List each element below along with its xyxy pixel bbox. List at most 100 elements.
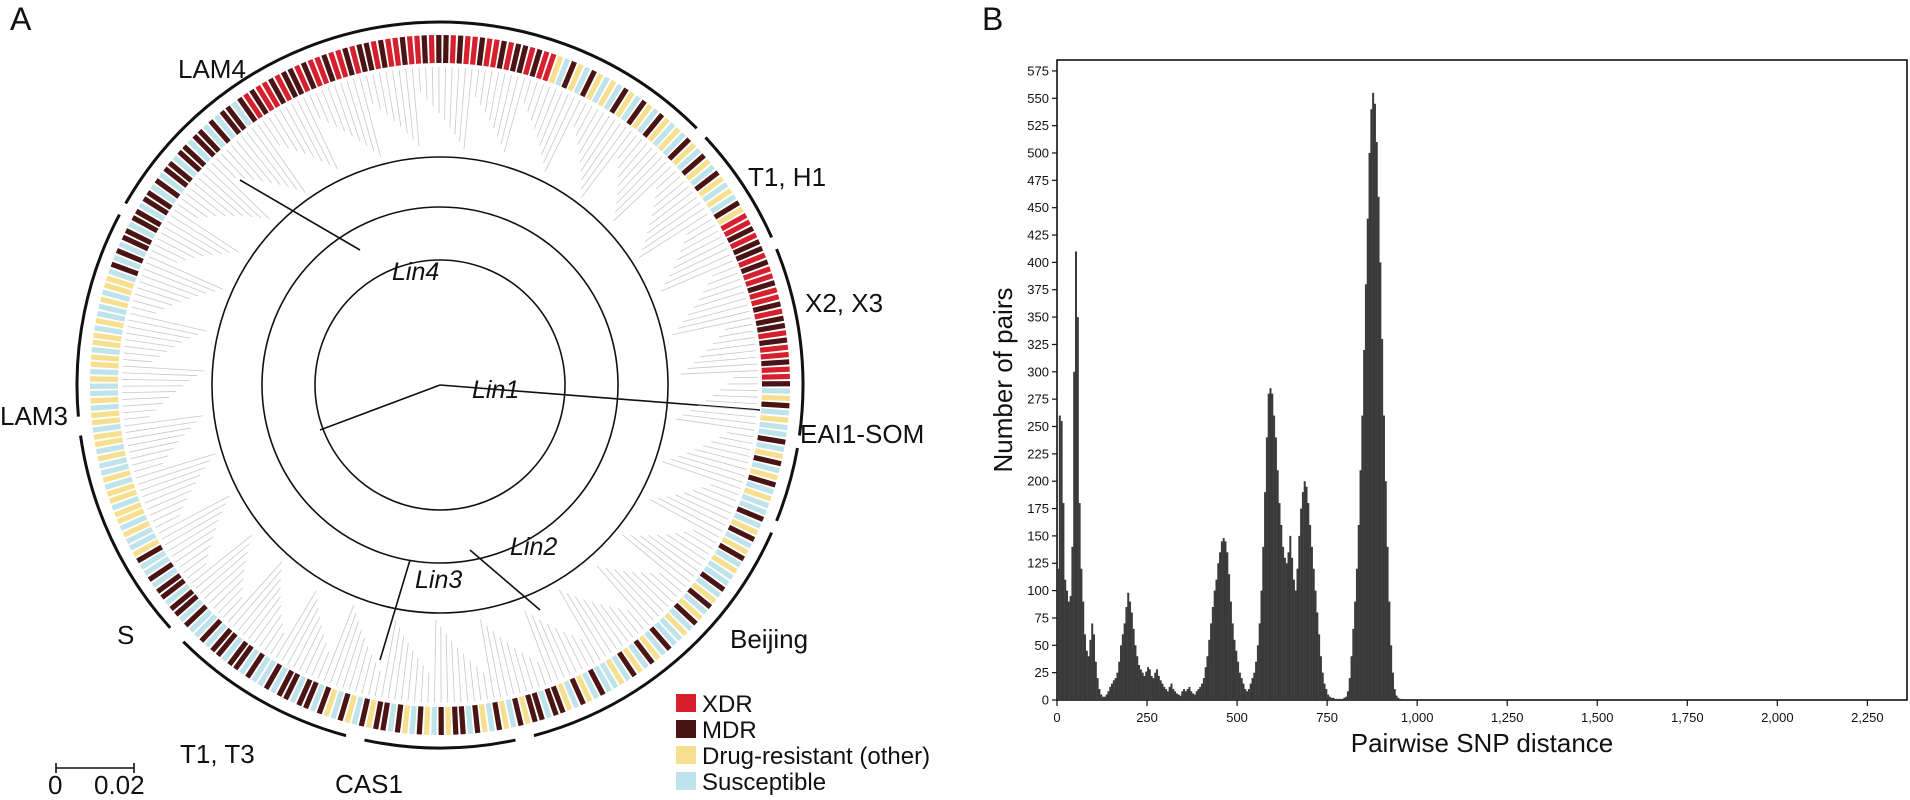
strain-marker [550, 685, 566, 714]
scale-bar: 0 0.02 [48, 763, 145, 800]
leaf-branch [221, 153, 246, 179]
strain-marker [169, 589, 195, 612]
histogram-bar [1064, 579, 1067, 700]
strain-marker [469, 36, 478, 65]
strain-marker [323, 688, 338, 717]
strain-marker [707, 560, 734, 580]
histogram-bar [1301, 492, 1304, 700]
strain-marker [709, 194, 737, 214]
strain-marker [465, 705, 474, 734]
strain-marker [270, 666, 289, 694]
leaf-branch [648, 535, 699, 572]
leaf-branch [174, 209, 240, 253]
histogram-bar [1111, 683, 1114, 700]
strain-marker [711, 554, 738, 574]
histogram-bar [1283, 557, 1286, 700]
strain-marker [743, 487, 772, 502]
leaf-branch [414, 658, 419, 703]
strain-marker [131, 215, 159, 234]
legend-swatch-susceptible [676, 772, 696, 790]
panel-a: A LAM4 T1, H1 X2, X3 EAI1-SOM Beijing CA… [0, 1, 930, 800]
leaf-branch [248, 596, 281, 640]
leaf-branch [503, 78, 525, 153]
histogram-bar [1120, 645, 1123, 700]
lineage-label-lin2: Lin2 [510, 533, 557, 561]
leaf-branch [125, 421, 197, 433]
histogram-bar [1130, 612, 1133, 700]
strain-marker [761, 401, 790, 409]
histogram-bar [1336, 698, 1339, 700]
histogram-bar [1199, 686, 1202, 700]
leaf-branch [133, 463, 163, 472]
histogram-bar [1062, 503, 1065, 700]
leaf-branch [484, 71, 493, 113]
strain-marker [750, 294, 780, 307]
leaf-branch [711, 266, 736, 277]
leaf-branch [683, 414, 756, 425]
strain-marker [678, 597, 703, 621]
strain-marker [681, 153, 706, 176]
strain-marker [167, 160, 193, 183]
strain-marker [694, 170, 720, 192]
histogram-bar [1242, 683, 1245, 700]
leaf-branch [666, 496, 726, 526]
strain-marker [555, 58, 571, 87]
leaf-branch [141, 274, 199, 297]
leaf-branch [340, 82, 361, 141]
strain-marker [529, 48, 543, 78]
leaf-branch [253, 605, 282, 644]
leaf-branch [321, 89, 338, 128]
histogram-bar [1287, 552, 1290, 700]
y-tick-label: 425 [1027, 228, 1049, 243]
strain-marker [125, 526, 154, 545]
y-tick-label: 450 [1027, 200, 1049, 215]
strain-marker [178, 599, 204, 623]
ring-lin3 [261, 206, 619, 564]
leaf-branch [639, 535, 695, 577]
leaf-branch [693, 356, 757, 364]
strain-marker [747, 474, 777, 488]
leaf-branch [137, 460, 211, 485]
leaf-branch [531, 615, 559, 681]
histogram-bar [1085, 650, 1088, 700]
strain-marker [557, 683, 573, 711]
leaf-branch [581, 123, 621, 181]
strain-marker [509, 43, 522, 72]
leaf-branch [445, 633, 449, 703]
x-tick-label: 0 [1053, 710, 1060, 725]
leaf-branch [666, 533, 706, 561]
histogram-bar [1228, 574, 1231, 700]
leaf-branch [126, 332, 183, 343]
strain-marker [452, 706, 459, 735]
histogram-bar [1132, 628, 1135, 700]
leaf-branch [139, 281, 190, 300]
leaf-branch [686, 452, 747, 470]
leaf-branch [480, 619, 495, 699]
histogram-bar [1060, 421, 1063, 700]
histogram-bar [1233, 639, 1236, 700]
leaf-branch [372, 74, 381, 110]
leaf-branch [171, 527, 217, 557]
histogram-bar [1114, 678, 1117, 700]
x-tick-label: 1,750 [1671, 710, 1704, 725]
histogram-bar [1148, 669, 1151, 700]
histogram-bar [1129, 601, 1132, 700]
y-tick-label: 50 [1035, 638, 1049, 653]
leaf-branch [712, 395, 758, 398]
strain-marker [542, 53, 557, 82]
strain-marker [699, 571, 726, 592]
strain-marker [721, 536, 749, 555]
leaf-branch [374, 670, 381, 697]
leaf-branch [361, 654, 373, 694]
strain-marker [183, 604, 208, 628]
histogram-bar [1123, 623, 1126, 700]
histogram-bar [1361, 415, 1364, 700]
strain-marker [118, 241, 147, 258]
y-tick-label: 175 [1027, 501, 1049, 516]
strain-marker [97, 450, 126, 462]
histogram-bar [1201, 683, 1204, 700]
leaf-branch [677, 310, 750, 329]
strain-marker [187, 139, 211, 163]
strain-marker [100, 296, 129, 309]
strain-marker [139, 550, 167, 570]
